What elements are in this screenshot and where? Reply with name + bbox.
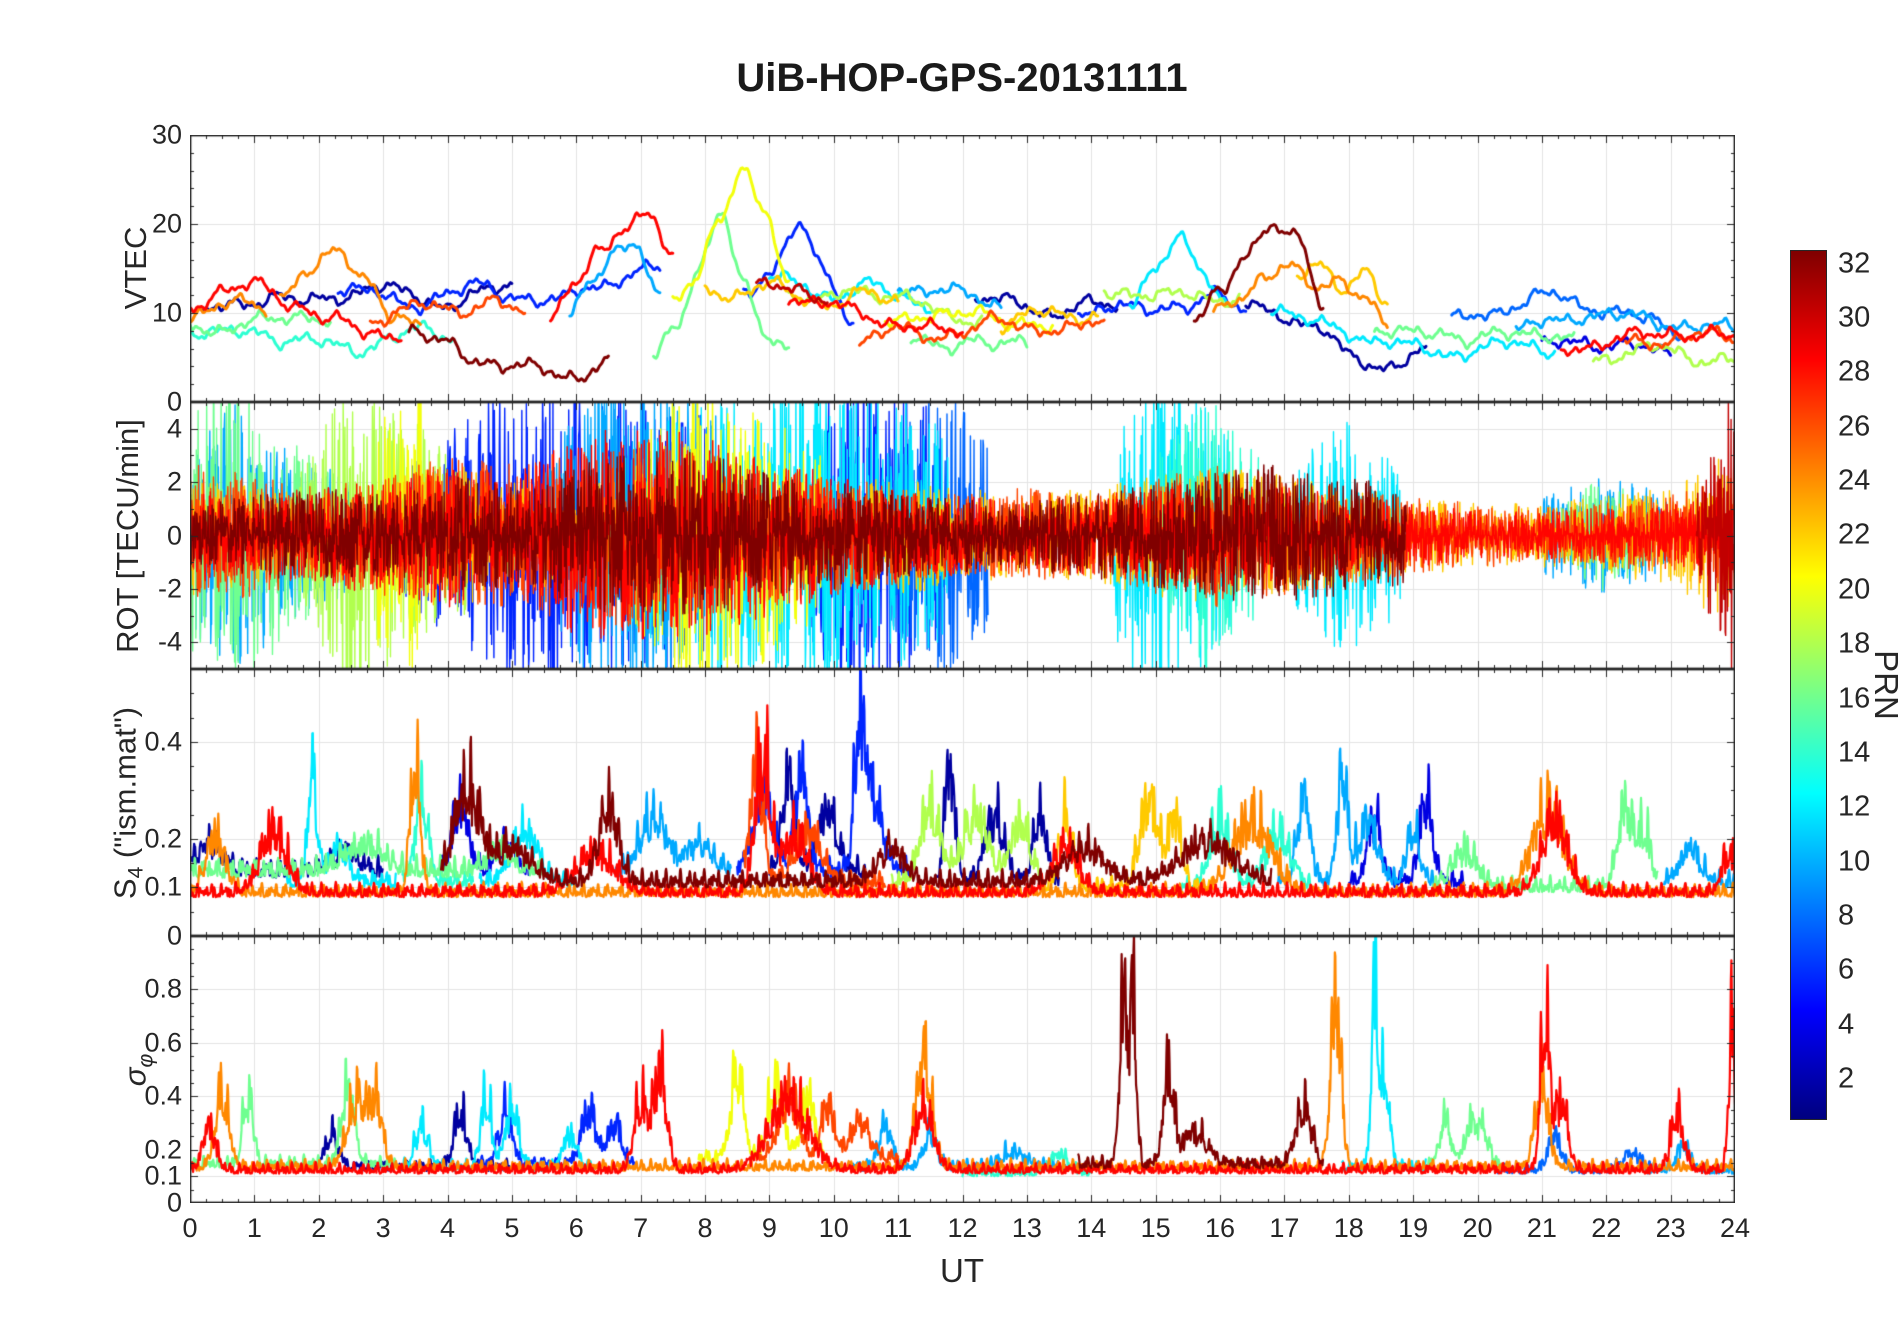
sigma-phi-panel [190,936,1735,1203]
colorbar [1790,250,1827,1120]
x-tick-label: 9 [761,1213,777,1243]
rot-panel [190,402,1735,669]
x-tick-label: 22 [1591,1213,1622,1243]
s4-panel [190,669,1735,936]
x-tick-label: 14 [1076,1213,1107,1243]
vtec-panel [190,135,1735,402]
x-tick-label: 18 [1333,1213,1364,1243]
s4-label-main: S [107,878,143,900]
sigma_phi-ytick-label: 0.6 [144,1027,182,1058]
S4-ytick-label: 0.2 [144,823,182,854]
colorbar-tick-label: 26 [1838,410,1871,443]
x-tick-label: 6 [568,1213,584,1243]
VTEC-ytick-label: 30 [151,119,182,150]
colorbar-tick-label: 10 [1838,845,1871,878]
colorbar-tick-label: 30 [1838,301,1871,334]
x-tick-label: 3 [375,1213,391,1243]
colorbar-gradient [1791,251,1826,1119]
colorbar-tick-label: 2 [1838,1062,1855,1095]
S4-ytick-label: 0 [166,920,182,951]
x-tick-label: 21 [1526,1213,1557,1243]
x-tick-label: 12 [947,1213,978,1243]
x-tick-label: 0 [182,1213,198,1243]
x-tick-label: 5 [504,1213,520,1243]
x-tick-label: 13 [1011,1213,1042,1243]
x-tick-label: 8 [697,1213,713,1243]
colorbar-label: PRN [1868,650,1902,720]
chart-title: UiB-HOP-GPS-20131111 [736,56,1188,100]
x-tick-label: 7 [633,1213,649,1243]
colorbar-tick-label: 24 [1838,464,1871,497]
ROT-ytick-label: 2 [166,466,182,497]
sigma_phi-ytick-label: 0.4 [144,1080,182,1111]
x-tick-label: 10 [818,1213,849,1243]
ROT-ytick-label: -4 [157,626,182,657]
colorbar-tick-label: 8 [1838,899,1855,932]
s4-label-rest: ("ism.mat") [107,706,143,867]
sigma_phi-ytick-label: 0.8 [144,973,182,1004]
s4-axis-label: S4 ("ism.mat") [107,707,148,899]
colorbar-tick-label: 22 [1838,518,1871,551]
x-tick-label: 24 [1719,1213,1751,1243]
colorbar-tick-label: 16 [1838,682,1871,715]
x-tick-label: 11 [884,1213,913,1243]
colorbar-tick-label: 14 [1838,736,1871,769]
sigma_phi-ytick-label: 0.2 [144,1134,182,1165]
rot-axis-label: ROT [TECU/min] [110,419,145,653]
x-tick-label: 19 [1398,1213,1429,1243]
x-tick-label: 4 [439,1213,456,1243]
ROT-ytick-label: -2 [157,573,182,604]
x-tick-label: 17 [1269,1213,1300,1243]
x-axis-label: UT [940,1252,984,1289]
sigma_phi-ytick-label: 0.1 [144,1160,182,1191]
colorbar-tick-label: 20 [1838,573,1871,606]
S4-ytick-label: 0.4 [144,726,182,757]
sigma_phi-ytick-label: 0 [166,1187,182,1218]
ROT-ytick-label: 4 [166,413,182,444]
colorbar-tick-label: 4 [1838,1008,1855,1041]
colorbar-tick-label: 18 [1838,627,1871,660]
x-tick-label: 1 [246,1213,262,1243]
S4-ytick-label: 0.1 [144,871,182,902]
VTEC-ytick-label: 20 [151,208,182,239]
VTEC-ytick-label: 0 [166,386,182,417]
x-tick-label: 23 [1655,1213,1686,1243]
ROT-ytick-label: 0 [166,520,182,550]
x-tick-label: 2 [311,1213,327,1243]
colorbar-tick-label: 32 [1838,247,1871,280]
colorbar-tick-label: 6 [1838,953,1855,986]
x-tick-label: 20 [1462,1213,1493,1243]
vtec-axis-label: VTEC [118,226,153,310]
colorbar-tick-label: 12 [1838,790,1871,823]
x-tick-label: 16 [1204,1213,1236,1243]
VTEC-ytick-label: 10 [151,297,182,328]
x-tick-label: 15 [1140,1213,1171,1243]
colorbar-tick-label: 28 [1838,355,1871,388]
